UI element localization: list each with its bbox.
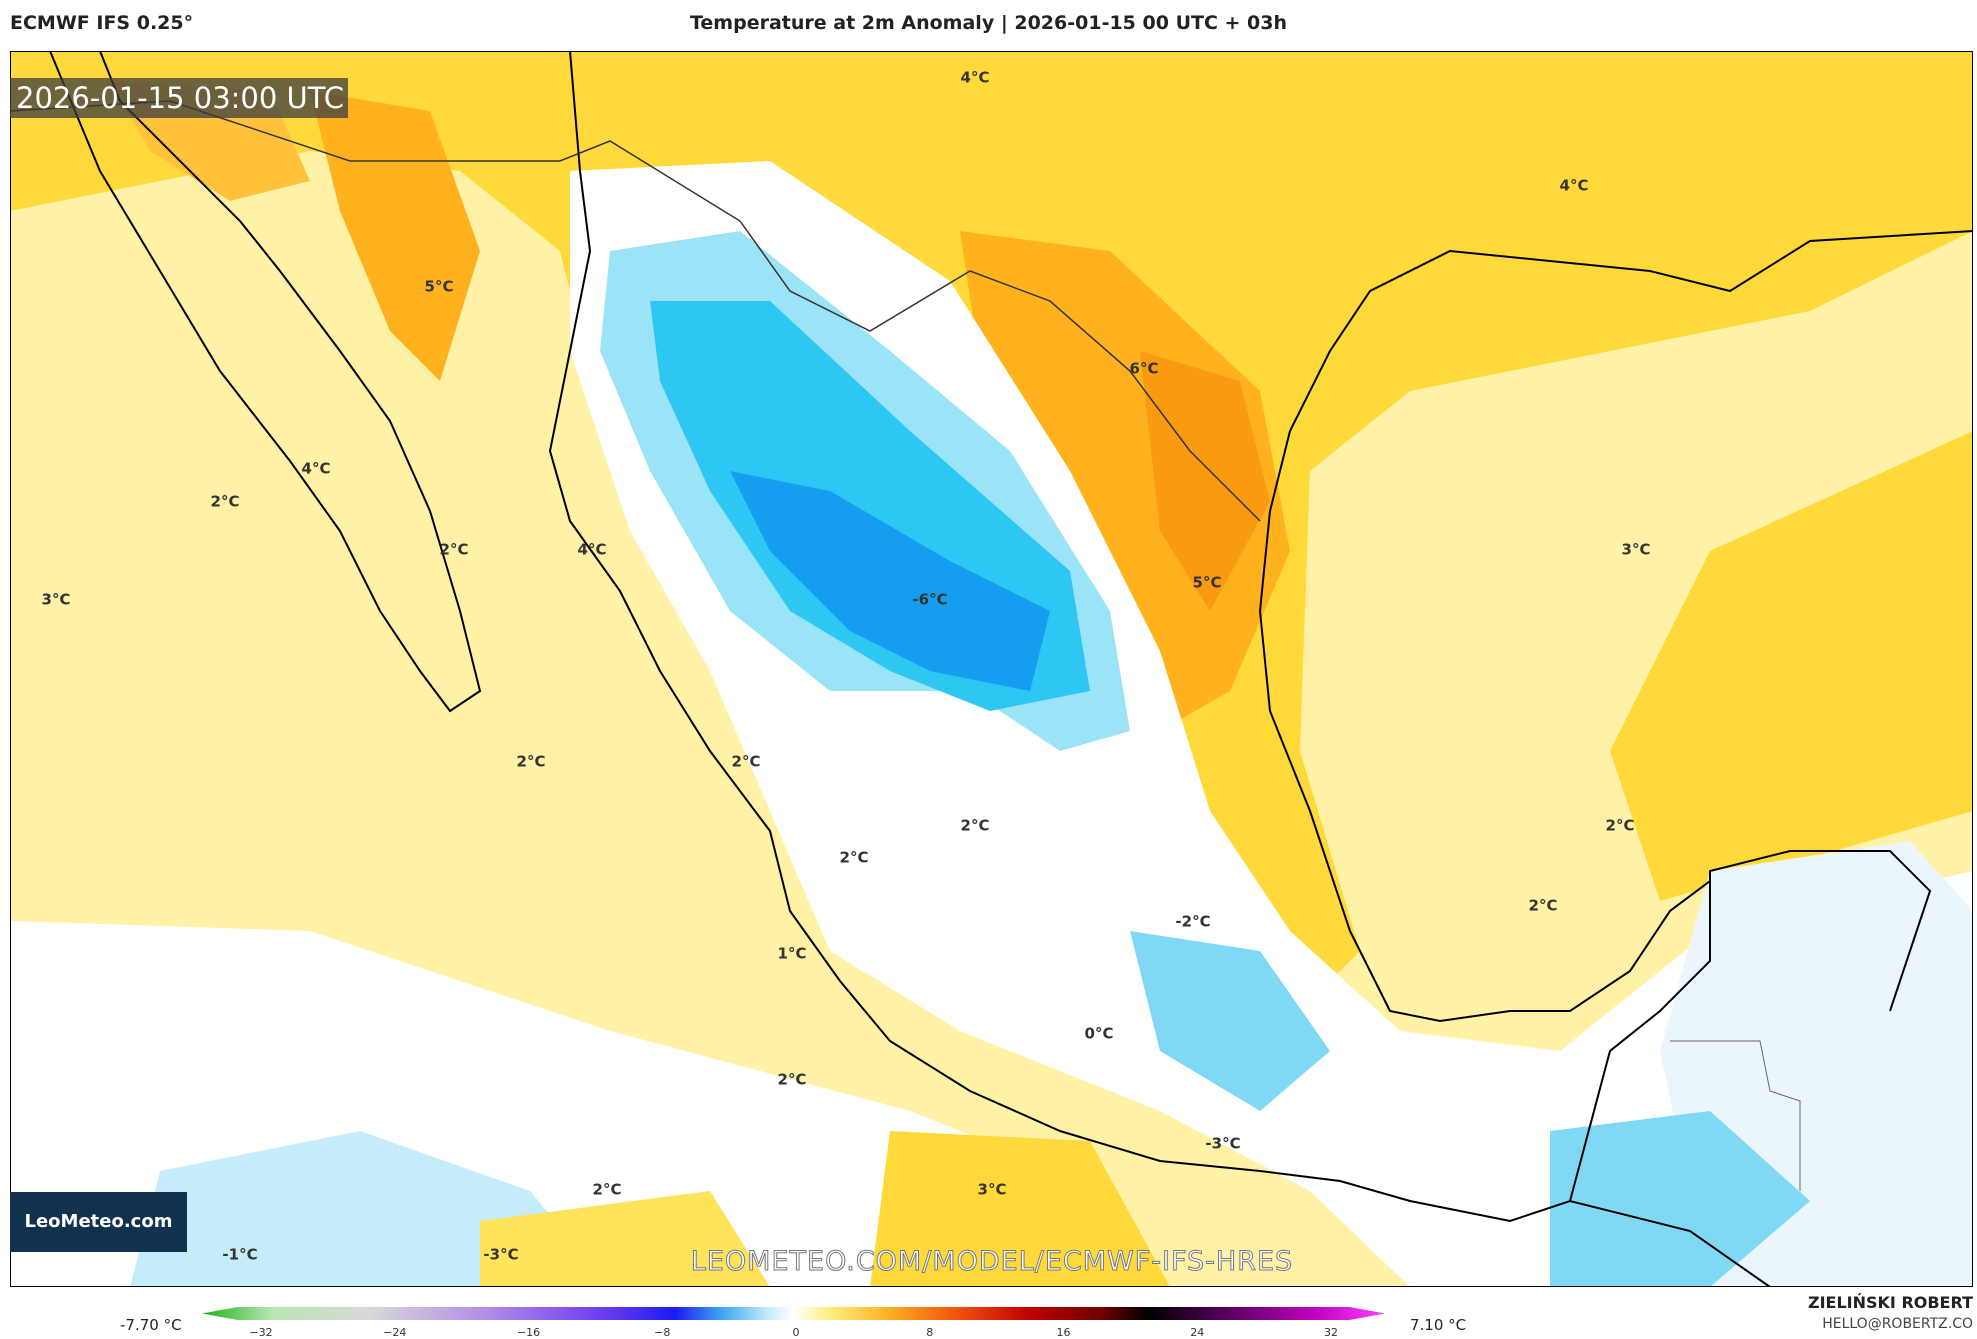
contour-labels: 4°C 4°C 5°C 6°C 4°C 2°C 2°C 4°C 3°C -6°C 5°C 3°C 2°C… [42, 69, 1651, 1264]
contour-label: 2°C [517, 753, 546, 771]
colorbar [202, 1307, 1385, 1320]
colorbar-tick-label: −32 [249, 1326, 273, 1339]
contour-label: 0°C [1085, 1025, 1114, 1043]
contour-label: -6°C [912, 591, 947, 609]
map: 4°C 4°C 5°C 6°C 4°C 2°C 2°C 4°C 3°C -6°C 5°C 3°C 2°C… [10, 51, 1973, 1287]
contact: HELLO@ROBERTZ.CO [1822, 1316, 1973, 1332]
coastline [49, 51, 482, 713]
colorbar-tick-label: 0 [792, 1326, 800, 1339]
contour-label: 4°C [578, 541, 607, 559]
warm-region [870, 1131, 1170, 1287]
contour-label: 2°C [593, 1181, 622, 1199]
colorbar-tick-label: 24 [1190, 1326, 1205, 1339]
border [1670, 1040, 1801, 1191]
contour-label: 2°C [778, 1071, 807, 1089]
contour-label: 3°C [42, 591, 71, 609]
colorbar-tick-label: 32 [1324, 1326, 1338, 1339]
contour-label: 5°C [425, 278, 454, 296]
map-title: Temperature at 2m Anomaly | 2026-01-15 0… [689, 12, 1288, 34]
contour-label: 2°C [440, 541, 469, 559]
contour-label: 2°C [1529, 897, 1558, 915]
map-frame [10, 51, 1973, 1287]
contour-label: 2°C [961, 817, 990, 835]
logo: LeoMeteo.com [10, 1192, 187, 1252]
author: ZIELIŃSKI ROBERT [1807, 1293, 1973, 1312]
contour-label: -2°C [1175, 913, 1210, 931]
colorbar-max: 7.10 °C [1410, 1316, 1467, 1334]
contour-label: 6°C [1130, 360, 1159, 378]
contour-label: 4°C [302, 460, 331, 478]
source-url: LEOMETEO.COM/MODEL/ECMWF-IFS-HRES [690, 1246, 1294, 1278]
colorbar-tick-label: 16 [1056, 1326, 1071, 1339]
hot-region [1140, 351, 1270, 611]
coastline [548, 51, 1771, 1287]
cold-region [1130, 931, 1330, 1111]
contour-label: -1°C [222, 1246, 257, 1264]
contour-label: 1°C [778, 945, 807, 963]
contour-label: 2°C [1606, 817, 1635, 835]
colorbar-tick-label: −8 [654, 1326, 671, 1339]
coastline [1569, 850, 1932, 1202]
contour-label: 3°C [1622, 541, 1651, 559]
warm-region [1610, 431, 1973, 901]
hot-region [310, 91, 480, 381]
colorbar-tick-label: −16 [516, 1326, 541, 1339]
model-name: ECMWF IFS 0.25° [10, 12, 194, 34]
colorbar-tick-label: −24 [383, 1326, 407, 1339]
cold-core [730, 471, 1050, 691]
colorbar-tick-label: 8 [926, 1326, 934, 1339]
colorbar-min: -7.70 °C [120, 1316, 182, 1334]
contour-label: 2°C [732, 753, 761, 771]
contour-label: -3°C [1205, 1135, 1240, 1153]
contour-label: -3°C [483, 1246, 518, 1264]
contour-label: 3°C [978, 1181, 1007, 1199]
cold-region [1550, 1111, 1810, 1287]
contour-label: 4°C [1560, 177, 1589, 195]
contour-label: 2°C [840, 849, 869, 867]
border [10, 100, 1261, 522]
contour-label: 5°C [1193, 574, 1222, 592]
contour-label: 2°C [211, 493, 240, 511]
warm-region [480, 1191, 770, 1287]
contour-label: 4°C [961, 69, 990, 87]
coastline [1258, 230, 1973, 1023]
valid-time: 2026-01-15 03:00 UTC [10, 78, 348, 118]
